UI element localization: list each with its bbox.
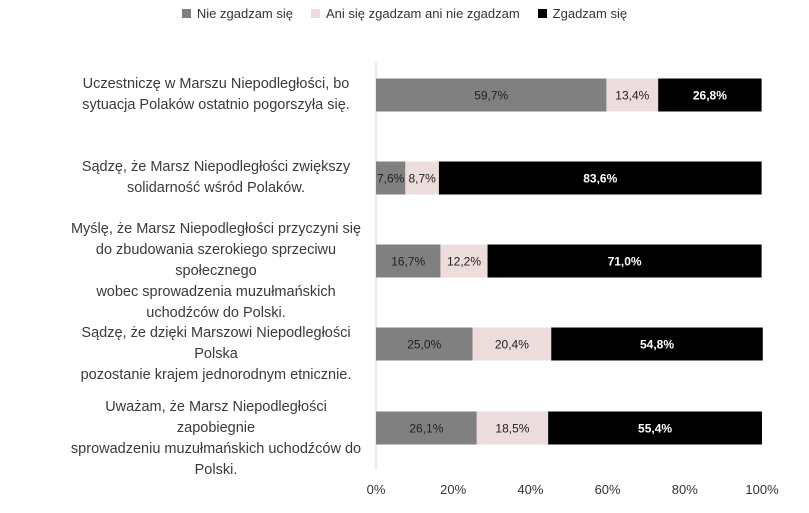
legend-label: Zgadzam się	[552, 6, 628, 21]
data-label: 54,8%	[640, 338, 674, 352]
category-label-line: Polski.	[194, 461, 238, 478]
legend-item: Nie zgadzam się	[181, 6, 293, 21]
category-label: Myślę, że Marsz Niepodległości przyczyni…	[66, 219, 366, 324]
bar-segment	[376, 78, 607, 112]
bar-segment	[376, 161, 406, 195]
category-label-line: Myślę, że Marsz Niepodległości przyczyni…	[70, 221, 362, 237]
bar-segment	[376, 244, 441, 278]
data-label: 7,6%	[377, 172, 405, 186]
data-label: 26,8%	[693, 89, 727, 103]
category-label-line: Sądzę, że Marsz Niepodległości zwiększy	[81, 159, 351, 175]
bar-segment	[476, 411, 549, 445]
bar-segment	[472, 327, 552, 361]
legend-item: Ani się zgadzam ani nie zgadzam	[311, 6, 520, 21]
bar-segment	[405, 161, 439, 195]
data-label: 59,7%	[474, 89, 508, 103]
x-tick-label: 60%	[595, 482, 621, 497]
bar-segment	[438, 161, 762, 195]
bar-segment	[658, 78, 762, 112]
data-label: 20,4%	[495, 338, 529, 352]
legend-label: Ani się zgadzam ani nie zgadzam	[326, 6, 520, 21]
category-label: Uważam, że Marsz Niepodległości zapobieg…	[66, 397, 366, 481]
category-label-line: do zbudowania szerokiego sprzeciwu społe…	[95, 242, 337, 279]
legend-label: Nie zgadzam się	[196, 6, 293, 21]
data-label: 26,1%	[409, 422, 443, 436]
legend-swatch	[181, 9, 191, 18]
legend: Nie zgadzam się Ani się zgadzam ani nie z…	[0, 6, 809, 21]
legend-swatch	[537, 9, 547, 18]
bar-segment	[376, 411, 477, 445]
data-label: 71,0%	[608, 255, 642, 269]
x-tick-label: 80%	[672, 482, 698, 497]
category-label-line: solidarność wśród Polaków.	[126, 180, 306, 196]
category-label-line: Uczestniczę w Marszu Niepodległości, bo	[82, 76, 350, 92]
x-tick-label: 0%	[367, 482, 386, 497]
category-label-line: sprowadzeniu muzułmańskich uchodźców do	[70, 440, 362, 457]
category-label: Sądzę, że Marsz Niepodległości zwiększy s…	[66, 157, 366, 199]
data-label: 16,7%	[391, 255, 425, 269]
category-label-line: Sądzę, że dzięki Marszowi Niepodległości…	[81, 325, 351, 362]
x-tick-label: 40%	[517, 482, 543, 497]
legend-item: Zgadzam się	[537, 6, 628, 21]
data-label: 83,6%	[583, 172, 617, 186]
data-label: 13,4%	[615, 89, 649, 103]
data-label: 55,4%	[638, 422, 672, 436]
category-label: Sądzę, że dzięki Marszowi Niepodległości…	[66, 323, 366, 386]
x-tick-label: 100%	[745, 482, 779, 497]
category-label-line: uchodźców do Polski.	[146, 305, 286, 321]
bar-segment	[440, 244, 488, 278]
category-label: Uczestniczę w Marszu Niepodległości, bo s…	[66, 74, 366, 116]
bar-segment	[487, 244, 762, 278]
data-label: 18,5%	[495, 422, 529, 436]
legend-swatch	[311, 9, 320, 18]
category-label-line: pozostanie krajem jednorodnym etnicznie.	[80, 367, 352, 383]
data-label: 12,2%	[447, 255, 481, 269]
category-label-line: Uważam, że Marsz Niepodległości zapobieg…	[105, 398, 327, 436]
category-label-line: wobec sprowadzenia muzułmańskich	[96, 284, 336, 300]
data-label: 8,7%	[408, 172, 436, 186]
data-label: 25,0%	[407, 338, 441, 352]
x-tick-label: 20%	[440, 482, 466, 497]
bar-segment	[548, 411, 762, 445]
bar-segment	[606, 78, 659, 112]
bar-segment	[551, 327, 763, 361]
bar-segment	[376, 327, 473, 361]
category-label-line: sytuacja Polaków ostatnio pogorszyła się…	[82, 97, 350, 113]
